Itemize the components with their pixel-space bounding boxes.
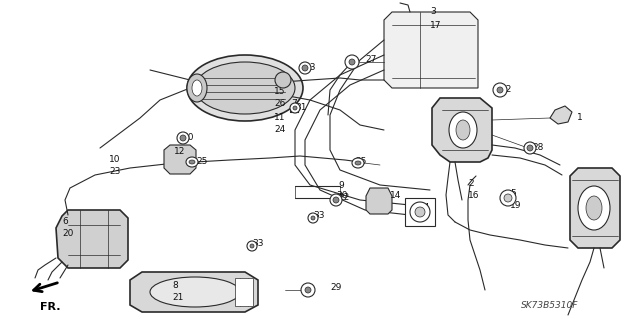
Ellipse shape (187, 74, 207, 102)
Ellipse shape (456, 120, 470, 140)
Ellipse shape (345, 55, 359, 69)
Text: 5: 5 (510, 189, 516, 198)
Text: 33: 33 (313, 211, 324, 219)
Text: 22: 22 (338, 194, 349, 203)
Text: 33: 33 (252, 239, 264, 248)
Text: 10: 10 (109, 155, 120, 165)
Ellipse shape (195, 62, 295, 114)
Text: 20: 20 (62, 228, 74, 238)
Text: 30: 30 (336, 191, 348, 201)
Text: 1: 1 (577, 114, 583, 122)
Polygon shape (570, 168, 620, 248)
Ellipse shape (189, 160, 195, 164)
Polygon shape (130, 272, 258, 312)
Ellipse shape (410, 202, 430, 222)
Text: 12: 12 (174, 147, 186, 157)
Text: 16: 16 (468, 191, 479, 201)
Text: 25: 25 (196, 157, 207, 166)
Ellipse shape (527, 145, 533, 151)
Text: 31: 31 (295, 103, 307, 113)
Text: 34: 34 (418, 203, 429, 211)
Text: 30: 30 (182, 133, 193, 143)
Ellipse shape (493, 83, 507, 97)
Ellipse shape (449, 112, 477, 148)
Ellipse shape (192, 80, 202, 96)
Ellipse shape (330, 194, 342, 206)
Ellipse shape (180, 135, 186, 141)
Polygon shape (550, 106, 572, 124)
Text: 14: 14 (390, 191, 401, 201)
Ellipse shape (187, 55, 303, 121)
Text: 26: 26 (274, 100, 285, 108)
Ellipse shape (586, 196, 602, 220)
Bar (405, 198, 435, 226)
Ellipse shape (352, 158, 364, 168)
Ellipse shape (301, 283, 315, 297)
Text: SK73B5310F: SK73B5310F (522, 301, 579, 310)
Text: 24: 24 (274, 125, 285, 135)
Ellipse shape (500, 190, 516, 206)
Ellipse shape (186, 157, 198, 167)
Ellipse shape (293, 106, 297, 110)
Ellipse shape (290, 103, 300, 113)
Text: 8: 8 (172, 280, 178, 290)
Ellipse shape (311, 216, 315, 220)
Text: 27: 27 (365, 56, 376, 64)
Text: 6: 6 (62, 217, 68, 226)
Text: 17: 17 (430, 20, 442, 29)
Text: 29: 29 (330, 283, 341, 292)
Ellipse shape (247, 241, 257, 251)
Text: 11: 11 (274, 114, 285, 122)
Ellipse shape (305, 287, 311, 293)
Text: 7: 7 (291, 100, 297, 108)
Ellipse shape (349, 59, 355, 65)
Bar (235, 278, 253, 306)
Text: 9: 9 (338, 182, 344, 190)
Text: 21: 21 (172, 293, 184, 302)
Text: 19: 19 (510, 202, 522, 211)
Text: 2: 2 (468, 180, 474, 189)
Polygon shape (432, 98, 492, 162)
Ellipse shape (355, 161, 361, 165)
Text: 15: 15 (274, 86, 285, 95)
Ellipse shape (504, 194, 512, 202)
Polygon shape (164, 145, 196, 174)
Polygon shape (56, 210, 128, 268)
Text: 23: 23 (109, 167, 120, 176)
Text: 28: 28 (532, 144, 543, 152)
Ellipse shape (250, 244, 254, 248)
Text: FR.: FR. (40, 302, 60, 312)
Ellipse shape (308, 213, 318, 223)
Text: 32: 32 (500, 85, 511, 93)
Text: 13: 13 (305, 63, 317, 71)
Ellipse shape (150, 277, 240, 307)
Polygon shape (366, 188, 392, 214)
Ellipse shape (302, 65, 308, 71)
Text: 25: 25 (355, 158, 366, 167)
Ellipse shape (524, 142, 536, 154)
Ellipse shape (299, 62, 311, 74)
Ellipse shape (497, 87, 503, 93)
Text: 3: 3 (430, 8, 436, 17)
Ellipse shape (333, 197, 339, 203)
Ellipse shape (415, 207, 425, 217)
Ellipse shape (578, 186, 610, 230)
Polygon shape (384, 12, 478, 88)
Ellipse shape (177, 132, 189, 144)
Ellipse shape (275, 72, 291, 88)
